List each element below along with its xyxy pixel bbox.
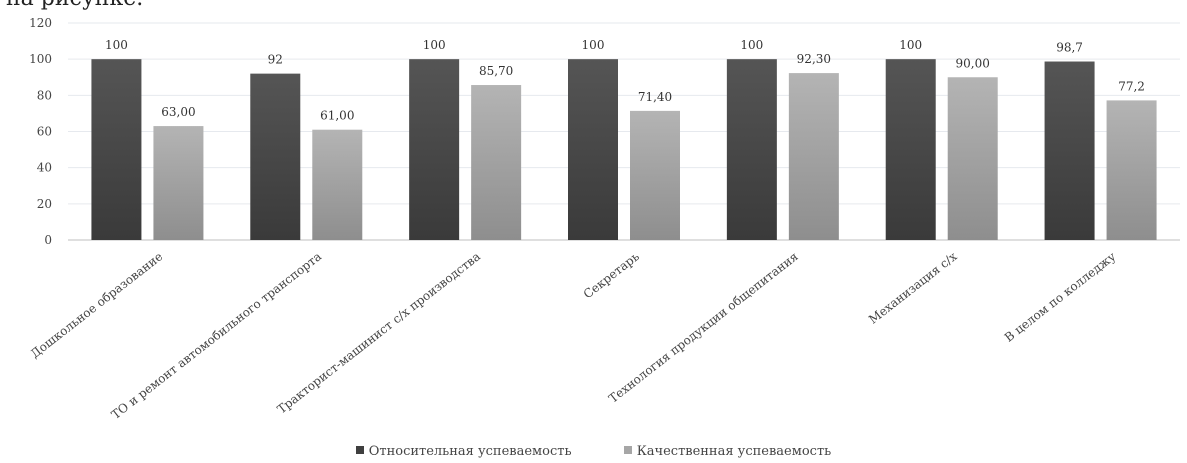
data-label: 98,7 xyxy=(1056,41,1083,55)
legend-item-quality: Качественная успеваемость xyxy=(623,444,832,459)
bar-quality xyxy=(471,85,522,240)
bar-quality xyxy=(153,126,204,240)
legend-label-quality: Качественная успеваемость xyxy=(636,444,832,459)
legend-swatch-relative xyxy=(355,446,364,454)
data-label: 71,40 xyxy=(638,90,672,104)
bar-relative xyxy=(409,59,460,240)
data-label: 100 xyxy=(899,38,922,52)
y-tick-label: 20 xyxy=(37,197,52,211)
data-label: 92,30 xyxy=(797,52,831,66)
data-label: 61,00 xyxy=(320,109,354,123)
legend-swatch-quality xyxy=(623,446,632,454)
legend-item-relative: Относительная успеваемость xyxy=(355,444,572,459)
y-axis: 0 20 40 60 80 100 120 xyxy=(29,16,52,247)
category-label: Технология продукции общепитания xyxy=(606,249,801,405)
legend-label-relative: Относительная успеваемость xyxy=(368,444,572,459)
y-tick-label: 0 xyxy=(44,233,52,247)
data-label: 63,00 xyxy=(161,105,195,119)
data-label: 100 xyxy=(423,38,446,52)
data-label: 100 xyxy=(582,38,605,52)
data-label: 100 xyxy=(105,38,128,52)
grid-layer xyxy=(68,22,1180,241)
bar-relative xyxy=(726,59,777,240)
data-label: 92 xyxy=(268,53,283,67)
bar-quality xyxy=(312,129,363,240)
y-tick-label: 40 xyxy=(37,161,52,175)
data-label: 77,2 xyxy=(1118,79,1145,93)
bar-relative xyxy=(1044,61,1095,240)
bar-relative xyxy=(885,59,936,240)
y-tick-label: 60 xyxy=(37,125,52,139)
bars-layer xyxy=(91,59,1157,240)
data-labels-layer: 100 63,00 92 61,00 100 85,70 100 71,40 100 92,30 1… xyxy=(105,38,1145,123)
caption-fragment: на рисунке. xyxy=(6,0,143,11)
bar-quality xyxy=(788,73,839,240)
bar-quality xyxy=(1106,100,1157,240)
y-tick-label: 120 xyxy=(29,16,52,30)
data-label: 90,00 xyxy=(956,56,990,70)
category-label: Секретарь xyxy=(581,249,642,301)
y-tick-label: 80 xyxy=(37,88,52,102)
category-label: Дошкольное образование xyxy=(28,249,165,361)
category-label: В целом по колледжу xyxy=(1002,249,1119,344)
legend: Относительная успеваемость Качественная … xyxy=(0,444,1187,459)
data-label: 85,70 xyxy=(479,64,513,78)
bar-relative xyxy=(568,59,618,240)
y-tick-label: 100 xyxy=(29,52,52,66)
bar-quality xyxy=(947,77,998,240)
bar-relative xyxy=(91,59,142,240)
category-label: Механизация с/х xyxy=(866,249,960,326)
bar-relative xyxy=(250,73,301,240)
data-label: 100 xyxy=(740,38,763,52)
bar-quality xyxy=(630,110,680,240)
